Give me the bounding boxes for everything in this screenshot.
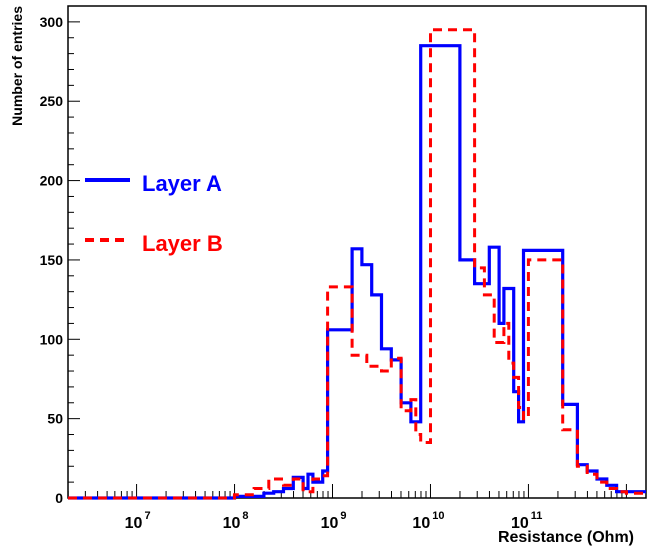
y-axis-title: Number of entries [9,6,25,126]
legend-label-layer-a: Layer A [142,171,222,196]
series-layer-b-line [68,28,646,500]
x-tick-label: 10 11 [511,510,542,532]
y-tick-label: 250 [40,93,64,109]
x-tick-label: 10 9 [321,510,347,532]
x-tick-label: 10 10 [412,510,444,532]
legend: Layer A Layer B [85,171,223,256]
y-tick-label: 0 [55,490,63,506]
y-tick-label: 200 [40,173,64,189]
y-tick-label: 150 [40,252,64,268]
x-tick-label: 10 7 [125,510,151,532]
x-axis-ticks: 10 7 10 8 10 9 10 10 10 11 [67,484,627,532]
y-tick-label: 50 [47,411,63,427]
series-layer-a-line [68,44,646,500]
y-tick-label: 300 [40,14,64,30]
legend-label-layer-b: Layer B [142,231,223,256]
y-tick-label: 100 [40,331,64,347]
plot-frame [67,5,647,499]
x-axis-title: Resistance (Ohm) [498,529,634,546]
series-layer [68,28,646,500]
y-axis-ticks: 0 50 100 150 200 250 300 [40,14,80,506]
x-tick-label: 10 8 [223,510,249,532]
